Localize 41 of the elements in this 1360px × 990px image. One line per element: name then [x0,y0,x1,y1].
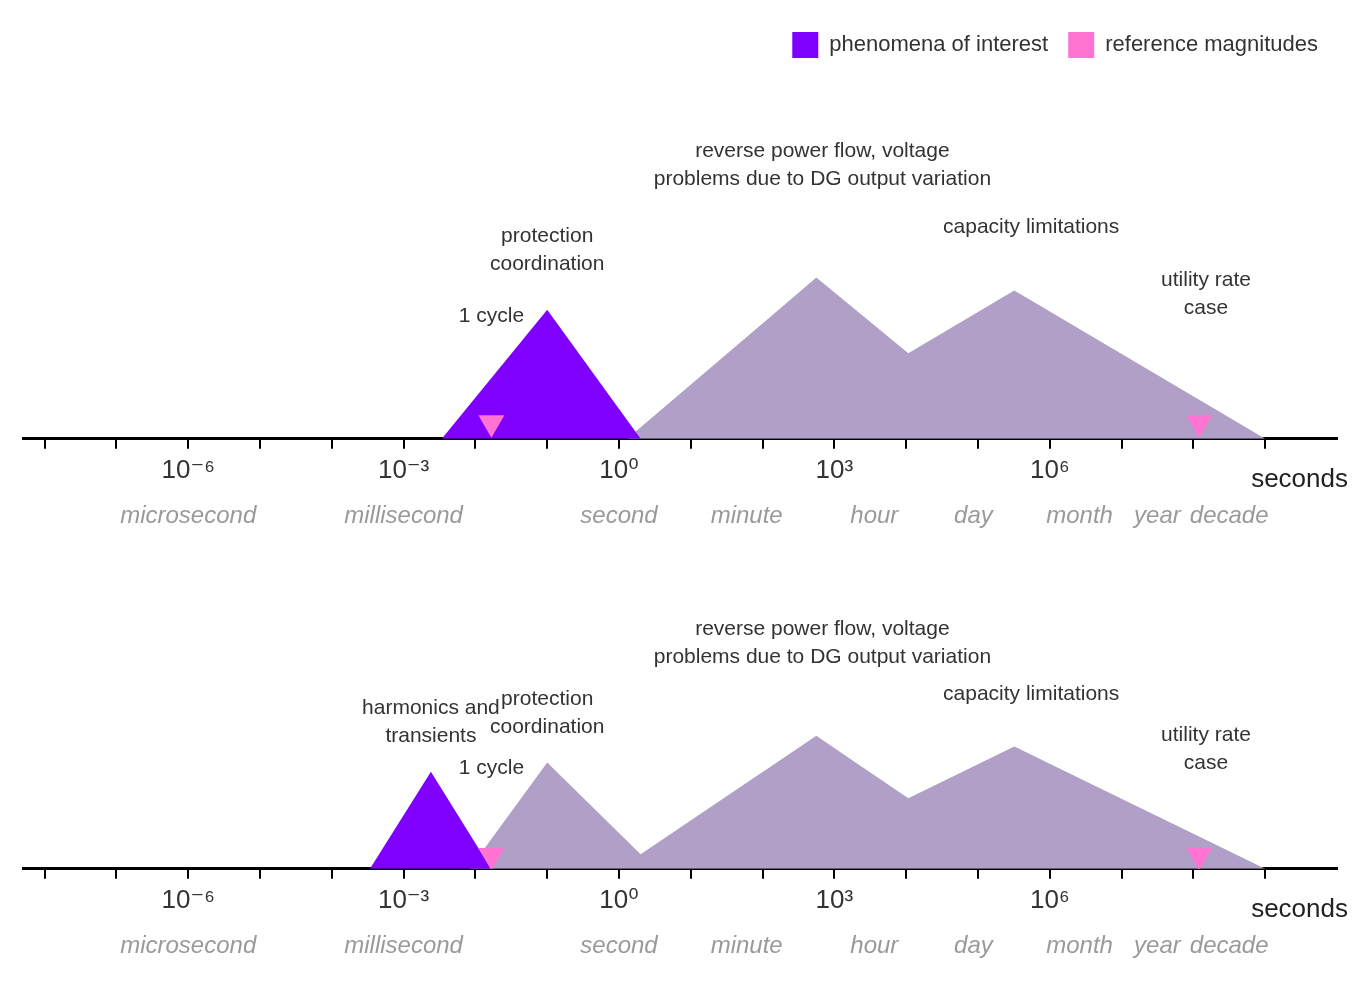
text: microsecond [120,500,257,528]
annotation: utility rate case [1161,721,1251,773]
x-tick-label: 10⁻³ [377,453,430,484]
text: hour [850,500,900,528]
legend-label: phenomena of interest [829,31,1049,57]
text: capacity limitations [943,681,1120,705]
text: day [954,930,995,958]
x-axis-title: seconds [1251,463,1348,494]
text: microsecond [120,930,257,958]
x-tick-label: 10⁰ [599,883,639,914]
text: month [1046,500,1113,528]
text: capacity limitations [943,214,1120,238]
text: year [1132,930,1182,958]
text: second [580,930,659,958]
x-tick-label: 10³ [815,453,854,484]
text: decade [1189,500,1269,528]
text: protection coordination [490,222,605,274]
text: millisecond [344,930,464,958]
text: year [1132,500,1182,528]
x-tick-label: 10³ [815,883,854,914]
x-tick-label: 10⁰ [599,453,639,484]
text: minute [710,930,783,958]
text: reverse power flow, voltage problems due to DG output variation [653,137,992,189]
text: decade [1189,930,1269,958]
legend-label: reference magnitudes [1105,31,1318,57]
x-axis-title: seconds [1251,893,1348,924]
text: minute [710,500,783,528]
annotation: utility rate case [1161,266,1251,318]
x-tick-label: 10⁻⁶ [161,883,215,914]
x-tick-label: 10⁻³ [377,883,430,914]
x-tick-label: 10⁻⁶ [161,453,215,484]
text: second [580,500,659,528]
annotation: 1 cycle [458,303,525,327]
text: month [1046,930,1113,958]
x-tick-label: 10⁶ [1029,453,1070,484]
annotation: 1 cycle [458,754,525,778]
text: millisecond [344,500,464,528]
text: hour [850,930,900,958]
text: reverse power flow, voltage problems due to DG output variation [653,615,992,667]
x-tick-label: 10⁶ [1029,883,1070,914]
text: day [954,500,995,528]
